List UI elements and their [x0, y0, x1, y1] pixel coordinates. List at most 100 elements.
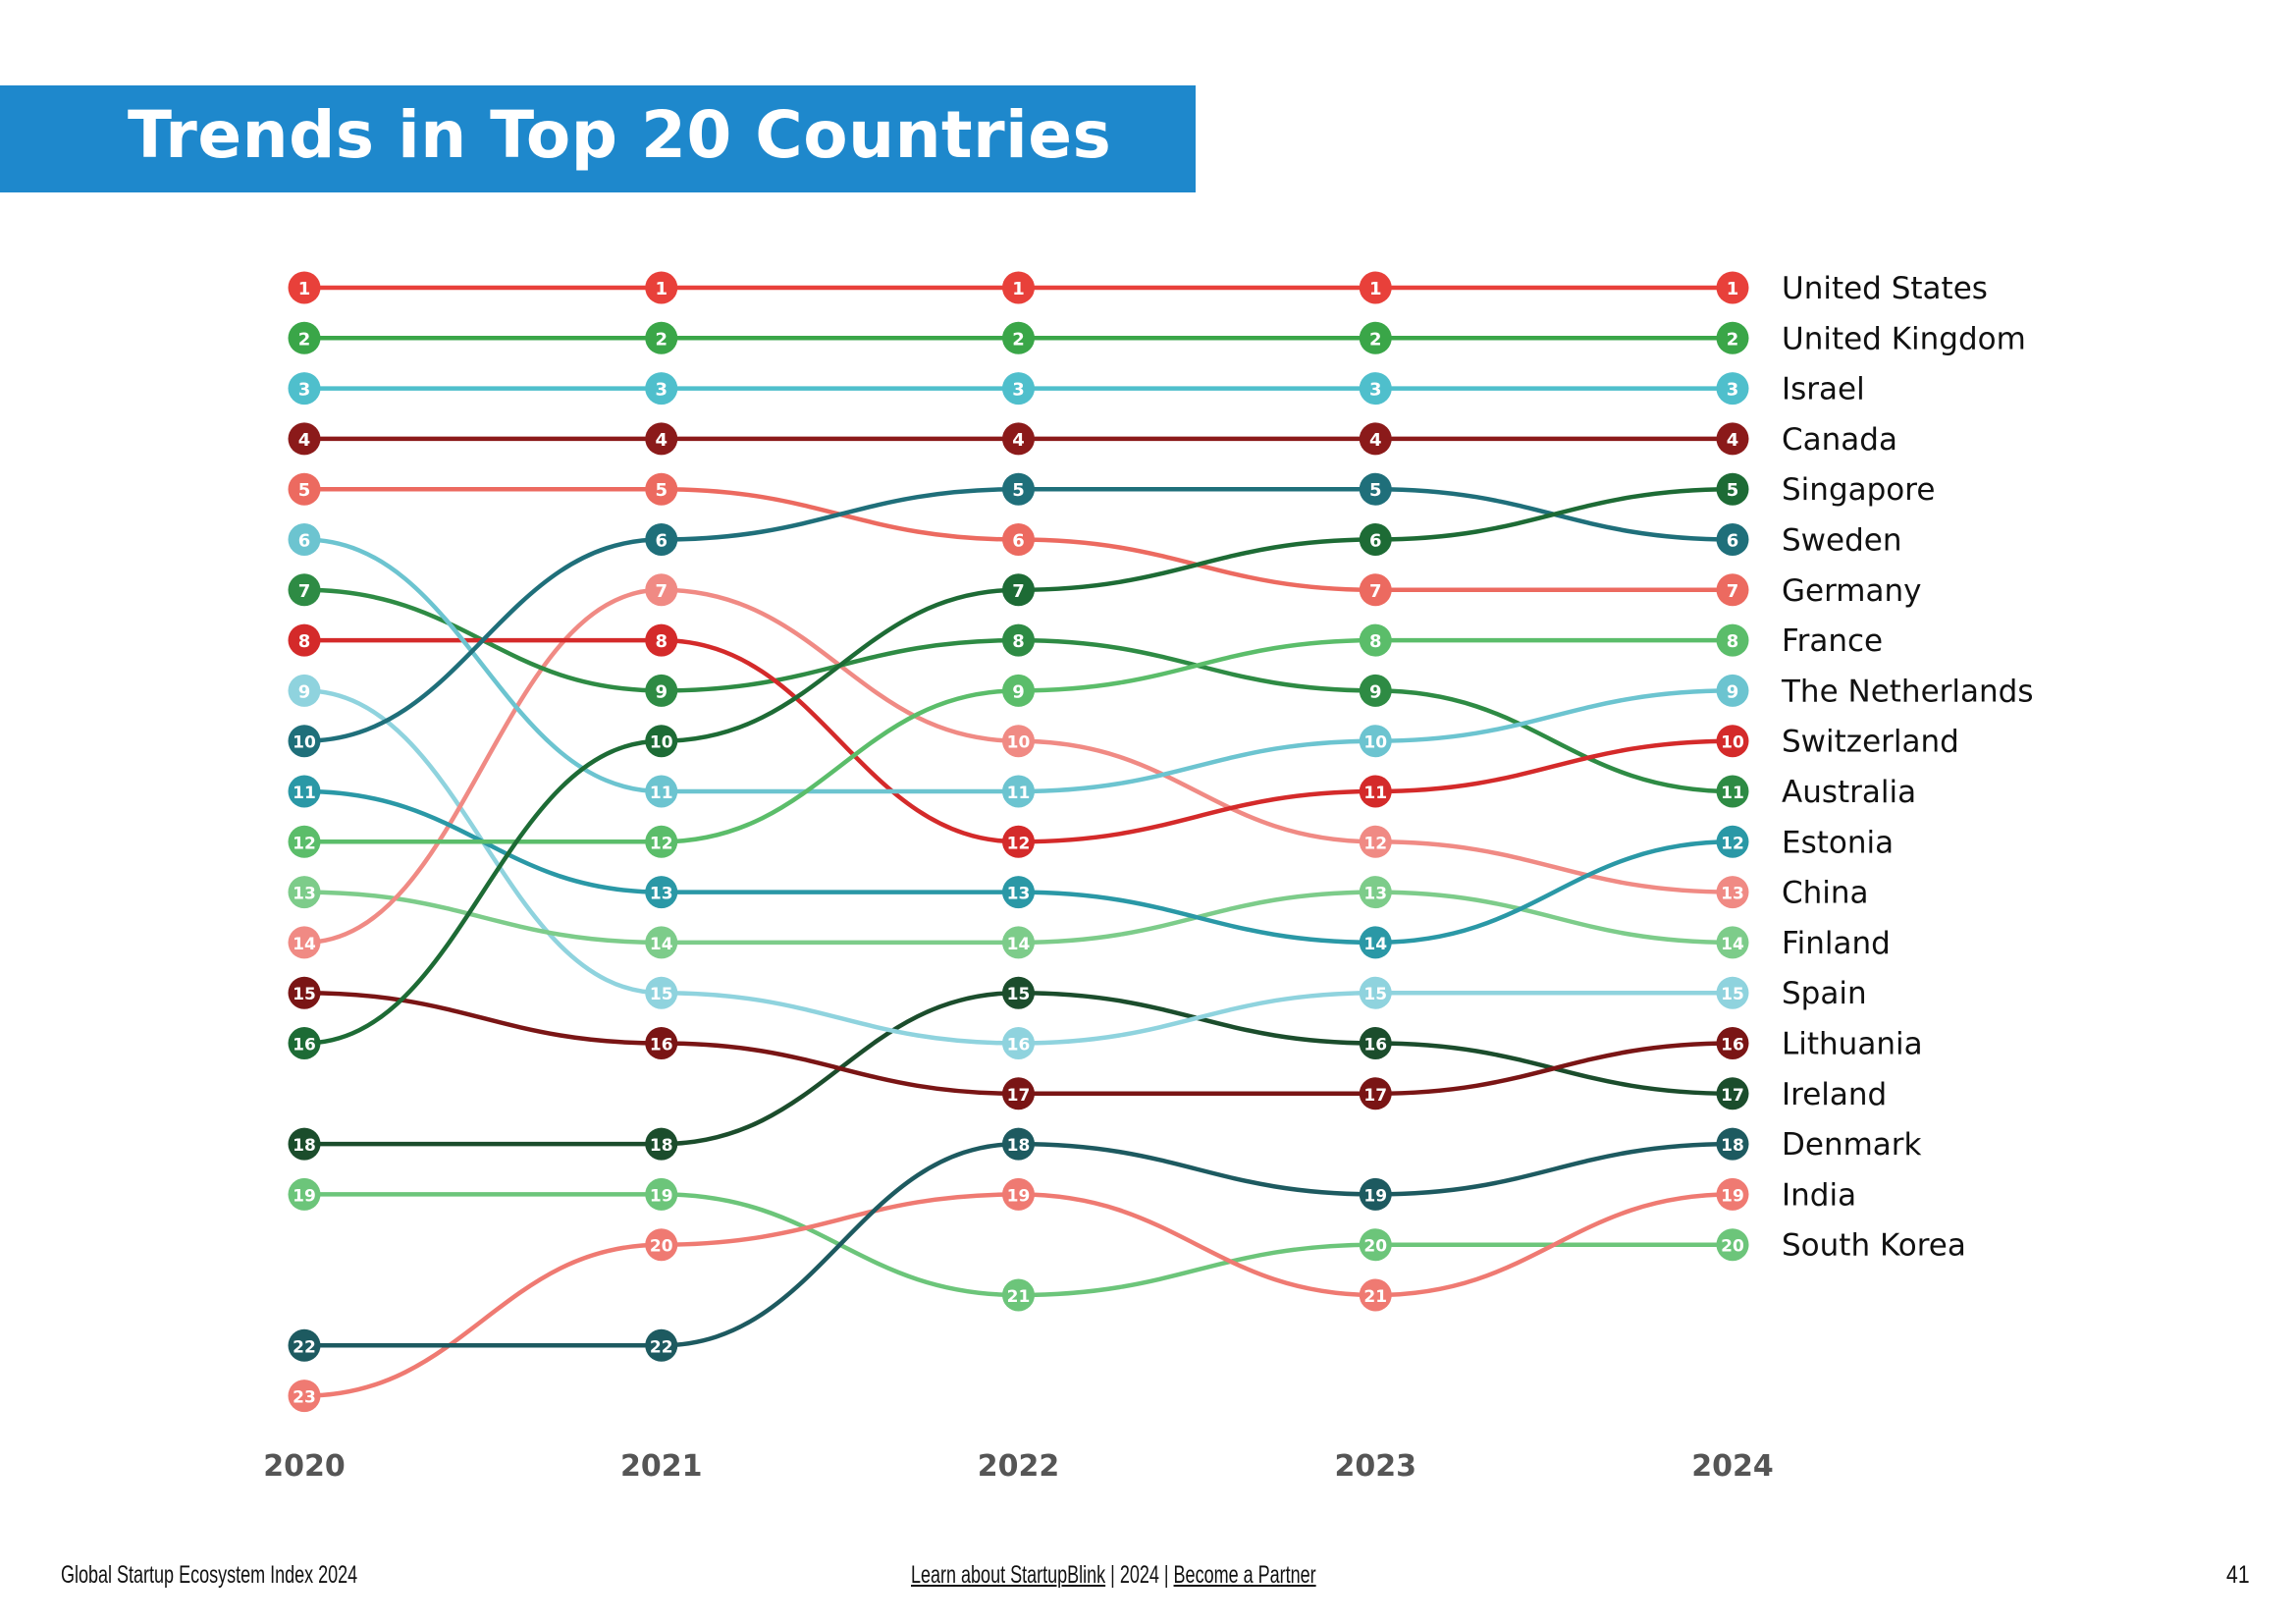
rank-label: 10 [1721, 733, 1744, 753]
legend-label: South Korea [1782, 1228, 1966, 1264]
rank-label: 15 [1007, 985, 1031, 1004]
rank-label: 4 [1369, 430, 1382, 451]
rank-marker: 4 [645, 422, 678, 456]
rank-label: 3 [1727, 380, 1739, 401]
legend-label: Spain [1782, 976, 1867, 1011]
rank-label: 6 [298, 531, 311, 552]
rank-marker: 2 [1002, 321, 1035, 354]
rank-label: 11 [293, 784, 316, 803]
rank-marker: 3 [288, 372, 321, 406]
rank-label: 1 [298, 279, 311, 299]
rank-marker: 13 [288, 876, 321, 909]
rank-marker: 16 [288, 1027, 321, 1059]
rank-marker: 3 [1359, 372, 1392, 406]
rank-label: 6 [1727, 531, 1739, 552]
legend-label: India [1782, 1177, 1856, 1213]
rank-label: 8 [1369, 631, 1382, 652]
rank-label: 7 [298, 581, 311, 602]
rank-marker: 14 [1359, 926, 1392, 959]
rank-label: 12 [1363, 834, 1387, 853]
rank-marker: 2 [288, 321, 321, 354]
rank-marker: 7 [645, 573, 678, 607]
legend-label: Finland [1782, 926, 1891, 961]
rank-label: 21 [1007, 1287, 1031, 1307]
rank-label: 15 [1363, 985, 1387, 1004]
rank-label: 20 [650, 1237, 673, 1257]
legend-label: Denmark [1782, 1127, 1922, 1163]
footer-separator: | [1158, 1561, 1174, 1589]
rank-label: 4 [1727, 430, 1739, 451]
learn-about-link[interactable]: Learn about StartupBlink [911, 1561, 1106, 1589]
rank-label: 12 [293, 834, 316, 853]
rank-marker: 19 [1002, 1177, 1035, 1211]
rank-marker: 16 [645, 1027, 678, 1059]
rank-label: 19 [1007, 1186, 1031, 1206]
rank-label: 8 [1012, 631, 1025, 652]
rank-marker: 14 [288, 926, 321, 959]
rank-label: 14 [293, 935, 316, 954]
rank-label: 21 [1363, 1287, 1387, 1307]
rank-marker: 4 [1002, 422, 1035, 456]
rank-label: 13 [650, 885, 673, 904]
rank-marker: 12 [1716, 825, 1749, 858]
rank-marker: 13 [1716, 876, 1749, 909]
rank-marker: 15 [645, 976, 678, 1009]
rank-marker: 16 [1359, 1027, 1392, 1059]
x-tick-label: 2024 [1691, 1449, 1774, 1484]
series-line-ireland [303, 990, 1734, 1147]
rank-label: 19 [650, 1186, 673, 1206]
rank-marker: 4 [1359, 422, 1392, 456]
rank-marker: 5 [1359, 472, 1392, 506]
legend-label: United States [1782, 271, 1988, 306]
rank-label: 13 [1007, 885, 1031, 904]
rank-label: 5 [1369, 480, 1382, 501]
legend-label: The Netherlands [1781, 674, 2033, 709]
rank-marker: 15 [1002, 976, 1035, 1009]
rank-marker: 9 [288, 674, 321, 707]
rank-marker: 6 [1359, 523, 1392, 556]
x-tick-label: 2021 [620, 1449, 703, 1484]
rank-label: 11 [1721, 784, 1744, 803]
rank-label: 23 [293, 1388, 316, 1408]
rank-marker: 22 [645, 1328, 678, 1362]
footer-links: Learn about StartupBlink | 2024 | Become… [911, 1561, 1316, 1590]
legend-label: Ireland [1782, 1077, 1887, 1112]
legend-label: Lithuania [1782, 1027, 1923, 1062]
rank-marker: 15 [1359, 976, 1392, 1009]
rank-marker: 14 [1716, 926, 1749, 959]
rank-marker: 12 [288, 825, 321, 858]
rank-label: 6 [1012, 531, 1025, 552]
rank-marker: 7 [288, 573, 321, 607]
rank-label: 18 [650, 1136, 673, 1156]
rank-label: 3 [1012, 380, 1025, 401]
rank-marker: 8 [1359, 623, 1392, 657]
rank-label: 18 [1721, 1136, 1744, 1156]
rank-marker: 8 [1716, 623, 1749, 657]
series-line-singapore [303, 486, 1734, 1046]
rank-label: 5 [1727, 480, 1739, 501]
rank-marker: 1 [1716, 271, 1749, 304]
rank-label: 16 [1007, 1036, 1031, 1056]
rank-marker: 4 [288, 422, 321, 456]
rank-marker: 22 [288, 1328, 321, 1362]
rank-marker: 8 [1002, 623, 1035, 657]
rank-marker: 15 [1716, 976, 1749, 1009]
rank-marker: 6 [645, 523, 678, 556]
become-partner-link[interactable]: Become a Partner [1173, 1561, 1316, 1589]
rank-label: 22 [650, 1337, 673, 1357]
legend-label: France [1782, 623, 1883, 659]
rank-label: 5 [1012, 480, 1025, 501]
page-number: 41 [2226, 1561, 2250, 1589]
rank-label: 16 [1363, 1036, 1387, 1056]
rank-marker: 5 [645, 472, 678, 506]
rank-label: 11 [650, 784, 673, 803]
rank-label: 6 [655, 531, 667, 552]
rank-label: 16 [650, 1036, 673, 1056]
rank-label: 13 [1363, 885, 1387, 904]
rank-label: 22 [293, 1337, 316, 1357]
rank-marker: 17 [1002, 1077, 1035, 1110]
rank-marker: 18 [645, 1127, 678, 1161]
rank-label: 12 [650, 834, 673, 853]
rank-marker: 11 [1359, 775, 1392, 808]
rank-label: 2 [1012, 329, 1025, 350]
